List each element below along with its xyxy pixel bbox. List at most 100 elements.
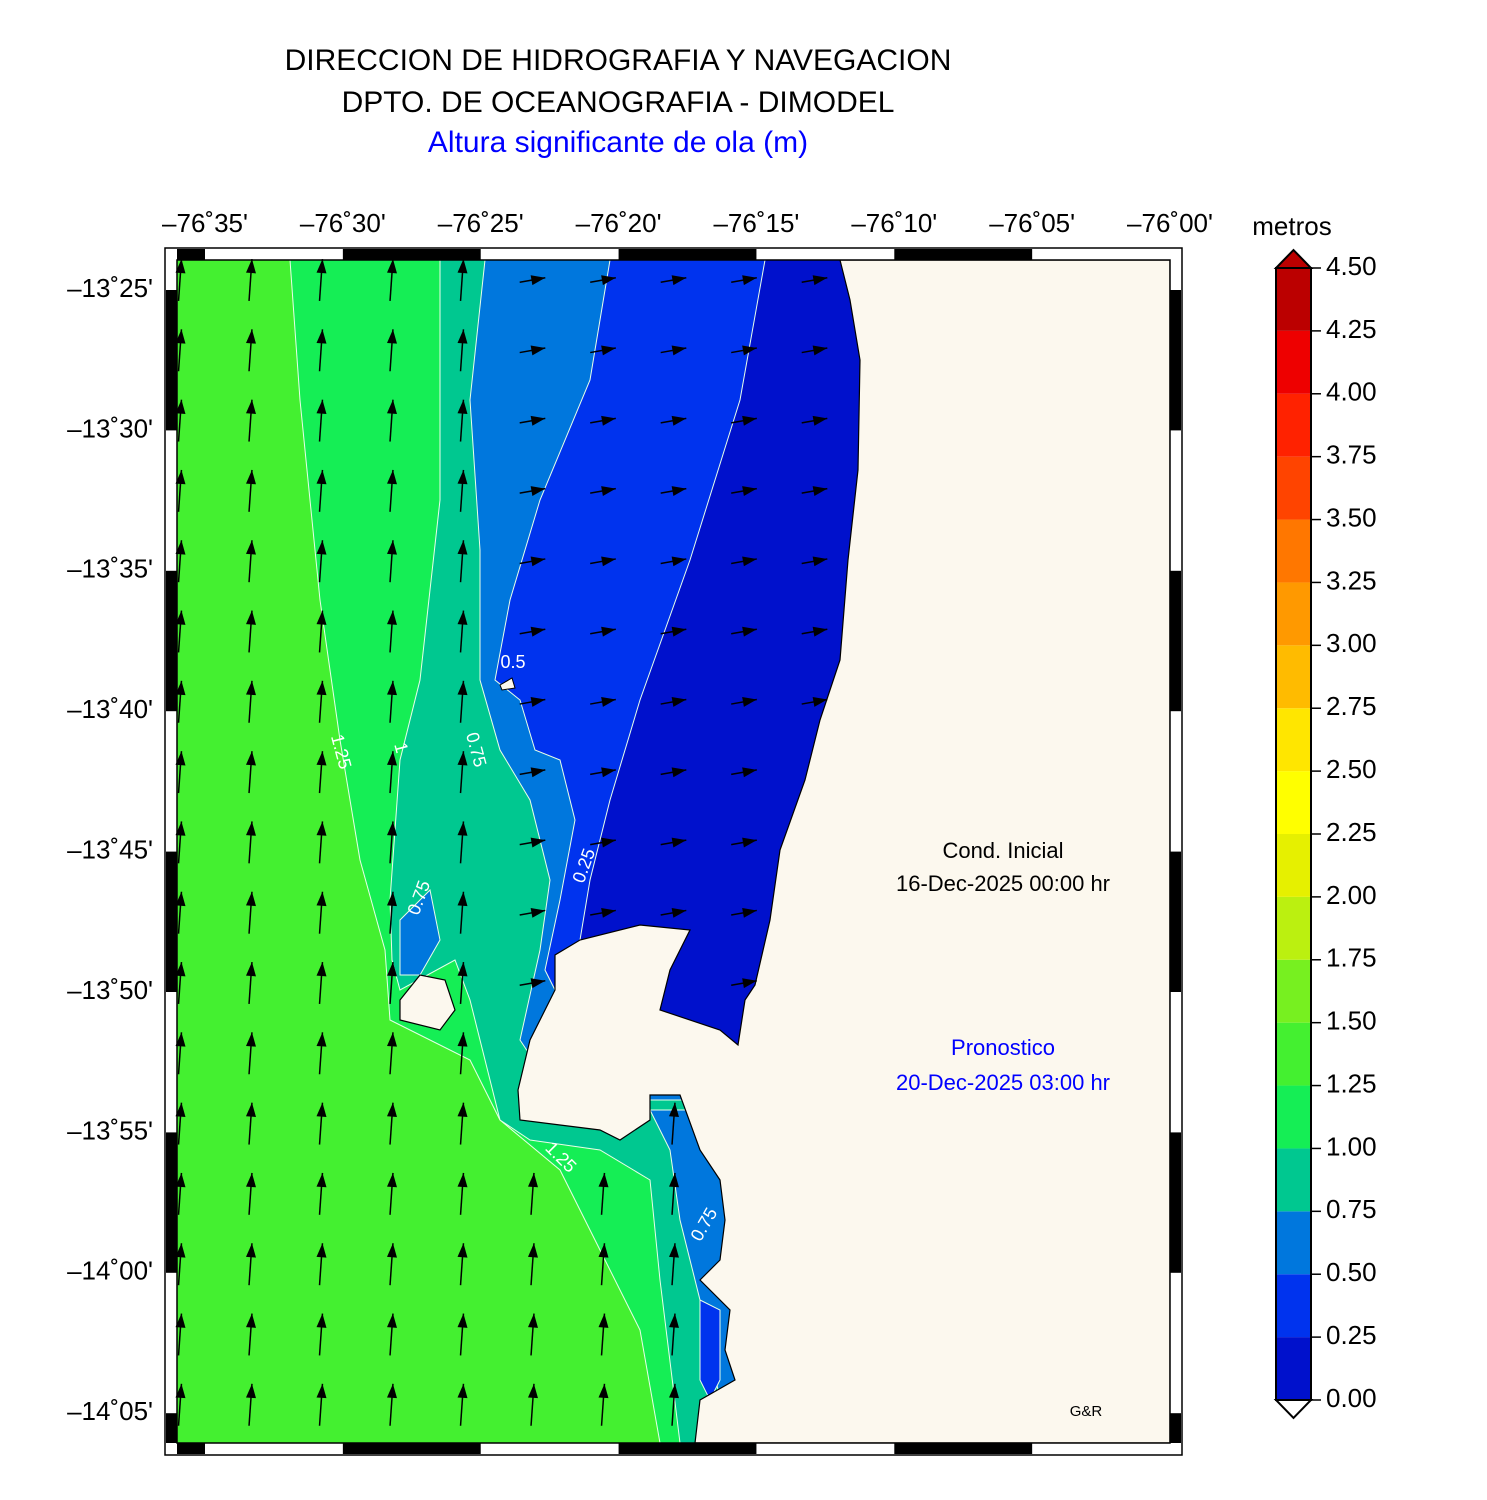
lat-label: –14˚05' bbox=[67, 1396, 153, 1426]
arrow-head bbox=[457, 1313, 468, 1328]
arrow-head bbox=[316, 1313, 327, 1328]
frame-bar bbox=[1170, 851, 1181, 992]
lon-label: –76˚35' bbox=[162, 208, 248, 238]
arrow-head bbox=[530, 626, 546, 637]
arrow-head bbox=[742, 345, 757, 356]
arrow-head bbox=[387, 1032, 397, 1047]
arrow-head bbox=[316, 821, 327, 836]
arrow-head bbox=[246, 540, 256, 555]
colorbar-tick-label: 2.50 bbox=[1326, 754, 1377, 784]
lat-label: –13˚25' bbox=[67, 273, 153, 303]
colorbar-bin bbox=[1276, 1022, 1311, 1086]
lat-label: –13˚40' bbox=[67, 694, 153, 724]
arrow-head bbox=[316, 469, 327, 485]
frame-bar bbox=[166, 1413, 177, 1443]
arrow-head bbox=[669, 1313, 679, 1328]
subtitle: DPTO. DE OCEANOGRAFIA - DIMODEL bbox=[342, 86, 895, 119]
arrow-head bbox=[387, 1172, 397, 1188]
arrow-head bbox=[530, 767, 546, 778]
arrow-head bbox=[316, 399, 327, 414]
arrow-head bbox=[528, 1383, 538, 1399]
arrows bbox=[175, 258, 828, 1426]
island bbox=[399, 974, 456, 1031]
arrow-head bbox=[598, 1243, 609, 1258]
zone-0-25-south bbox=[699, 1299, 721, 1402]
arrow-head bbox=[457, 399, 468, 414]
colorbar-bin bbox=[1276, 834, 1311, 897]
arrow-head bbox=[246, 1383, 256, 1399]
arrow-head bbox=[387, 1102, 397, 1117]
arrow-head bbox=[601, 486, 616, 496]
arrow-head bbox=[175, 1032, 186, 1047]
arrow-head bbox=[316, 610, 327, 625]
arrow-head bbox=[246, 680, 256, 696]
colorbar-bin bbox=[1276, 1211, 1311, 1275]
colorbar-tick-label: 1.25 bbox=[1326, 1068, 1377, 1098]
colorbar-bin bbox=[1276, 582, 1311, 646]
arrow-head bbox=[246, 259, 256, 274]
frame-bar bbox=[1170, 1132, 1181, 1273]
lon-label: –76˚10' bbox=[851, 208, 937, 238]
arrow-head bbox=[669, 1102, 679, 1117]
arrow-head bbox=[601, 697, 616, 707]
initial-date: 16-Dec-2025 00:00 hr bbox=[896, 871, 1110, 896]
arrow-head bbox=[316, 962, 327, 977]
contour-label: 1 bbox=[390, 740, 412, 755]
arrow-head bbox=[528, 1313, 538, 1328]
arrow-head bbox=[316, 1172, 327, 1188]
arrow-head bbox=[457, 1102, 468, 1117]
arrow-head bbox=[387, 751, 397, 766]
colorbar-bin bbox=[1276, 645, 1311, 709]
arrow-head bbox=[175, 399, 186, 414]
frame-bar bbox=[166, 570, 177, 712]
arrow-head bbox=[457, 610, 468, 625]
colorbar-tick-label: 2.00 bbox=[1326, 880, 1377, 910]
arrow-head bbox=[246, 469, 256, 485]
arrow-head bbox=[175, 821, 186, 836]
frame-bar bbox=[894, 1443, 1033, 1454]
arrow-head bbox=[457, 1172, 468, 1188]
arrow-head bbox=[671, 626, 687, 637]
arrow-head bbox=[175, 1172, 186, 1188]
arrow-head bbox=[387, 680, 397, 696]
colorbar-bin bbox=[1276, 959, 1311, 1023]
arrow-head bbox=[175, 329, 186, 344]
arrow-head bbox=[530, 556, 546, 567]
lat-label: –13˚55' bbox=[67, 1115, 153, 1145]
colorbar-bin bbox=[1276, 330, 1311, 394]
arrow-head bbox=[671, 907, 687, 918]
frame-bar bbox=[177, 249, 205, 260]
initial-label: Cond. Inicial bbox=[942, 838, 1063, 863]
colorbar-bin bbox=[1276, 896, 1311, 960]
arrow-head bbox=[742, 767, 757, 778]
arrow-head bbox=[387, 329, 397, 344]
colorbar-bin bbox=[1276, 1337, 1311, 1400]
arrow-head bbox=[528, 1172, 538, 1188]
frame-bar bbox=[1170, 290, 1181, 431]
arrow-head bbox=[601, 345, 616, 356]
arrow-head bbox=[457, 1032, 468, 1047]
colorbar-tick-label: 1.00 bbox=[1326, 1131, 1377, 1161]
arrow-head bbox=[812, 486, 828, 496]
arrow-head bbox=[671, 556, 687, 567]
colorbar-tick-label: 2.25 bbox=[1326, 817, 1377, 847]
arrow-head bbox=[812, 345, 828, 356]
arrow-head bbox=[742, 978, 757, 989]
arrow-head bbox=[530, 415, 546, 426]
frame-bar bbox=[342, 249, 481, 260]
arrow-head bbox=[246, 891, 256, 907]
arrow-head bbox=[812, 415, 828, 426]
arrow-head bbox=[387, 1383, 397, 1399]
arrow-head bbox=[457, 962, 468, 977]
frame-bar bbox=[166, 1132, 177, 1273]
arrow-head bbox=[598, 1313, 609, 1328]
arrow-head bbox=[601, 767, 616, 778]
arrow-head bbox=[671, 415, 687, 426]
arrow-head bbox=[742, 275, 757, 286]
arrow-head bbox=[671, 697, 687, 707]
arrow-head bbox=[316, 1383, 327, 1399]
frame-bar bbox=[618, 249, 757, 260]
arrow-head bbox=[387, 821, 397, 836]
lon-label: –76˚30' bbox=[300, 208, 386, 238]
frame-bar bbox=[166, 851, 177, 992]
